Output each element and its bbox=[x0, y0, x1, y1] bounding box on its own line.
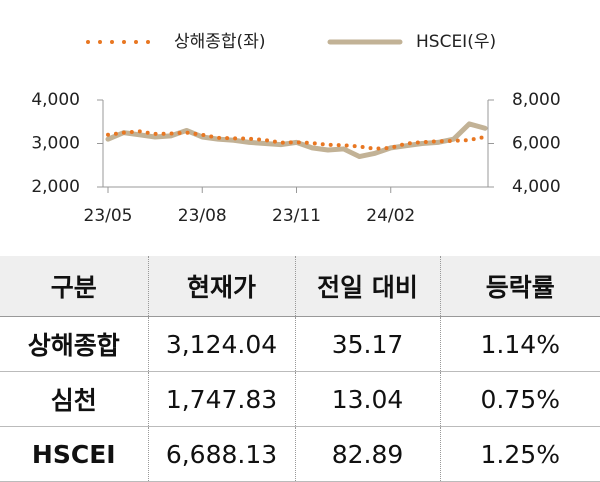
x-tick-label: 24/02 bbox=[366, 206, 415, 226]
table-cell: 1,747.83 bbox=[147, 371, 295, 427]
table-cell: 13.04 bbox=[294, 371, 440, 427]
table-cell: 6,688.13 bbox=[147, 426, 295, 482]
y2-tick-label: 4,000 bbox=[512, 177, 561, 197]
table-body: 구분 현재가 전일 대비 등락률 상해종합 3,124.04 35.17 1.14% 심천 1,7… bbox=[0, 256, 600, 482]
table-row: HSCEI 6,688.13 82.89 1.25% bbox=[0, 426, 600, 482]
table-row: 상해종합 3,124.04 35.17 1.14% bbox=[0, 316, 600, 372]
table-cell: 0.75% bbox=[439, 371, 600, 427]
table-cell: 심천 bbox=[0, 371, 148, 427]
y-tick-label: 2,000 bbox=[31, 177, 80, 197]
header-cell: 전일 대비 bbox=[294, 256, 440, 317]
table-cell: 상해종합 bbox=[0, 316, 148, 372]
price-table: 구분 현재가 전일 대비 등락률 상해종합 3,124.04 35.17 1.14% 심천 1,7… bbox=[0, 256, 600, 482]
x-tick-label: 23/05 bbox=[84, 206, 133, 226]
table-cell: 1.14% bbox=[439, 316, 600, 372]
table-row: 심천 1,747.83 13.04 0.75% bbox=[0, 371, 600, 427]
table-cell: 35.17 bbox=[294, 316, 440, 372]
table-cell: 1.25% bbox=[439, 426, 600, 482]
x-tick-label: 23/11 bbox=[272, 206, 321, 226]
legend-label: 상해종합(좌) bbox=[174, 32, 265, 52]
y2-tick-label: 6,000 bbox=[512, 134, 561, 154]
y-tick-label: 4,000 bbox=[31, 90, 80, 110]
table-cell: HSCEI bbox=[0, 426, 148, 482]
table-cell: 3,124.04 bbox=[147, 316, 295, 372]
y-tick-label: 3,000 bbox=[31, 134, 80, 154]
chart: 2,000 3,000 4,000 4,000 6,000 8,000 23/05 23/08… bbox=[31, 32, 561, 226]
header-cell: 현재가 bbox=[147, 256, 295, 317]
line-series bbox=[105, 121, 488, 160]
header-cell: 구분 bbox=[0, 256, 148, 317]
y2-tick-label: 8,000 bbox=[512, 90, 561, 110]
x-tick-label: 23/08 bbox=[178, 206, 227, 226]
table-row: 구분 현재가 전일 대비 등락률 bbox=[0, 256, 600, 317]
line-series bbox=[106, 129, 487, 151]
legend-label: HSCEI(우) bbox=[416, 32, 496, 52]
header-cell: 등락률 bbox=[439, 256, 600, 317]
table-cell: 82.89 bbox=[294, 426, 440, 482]
